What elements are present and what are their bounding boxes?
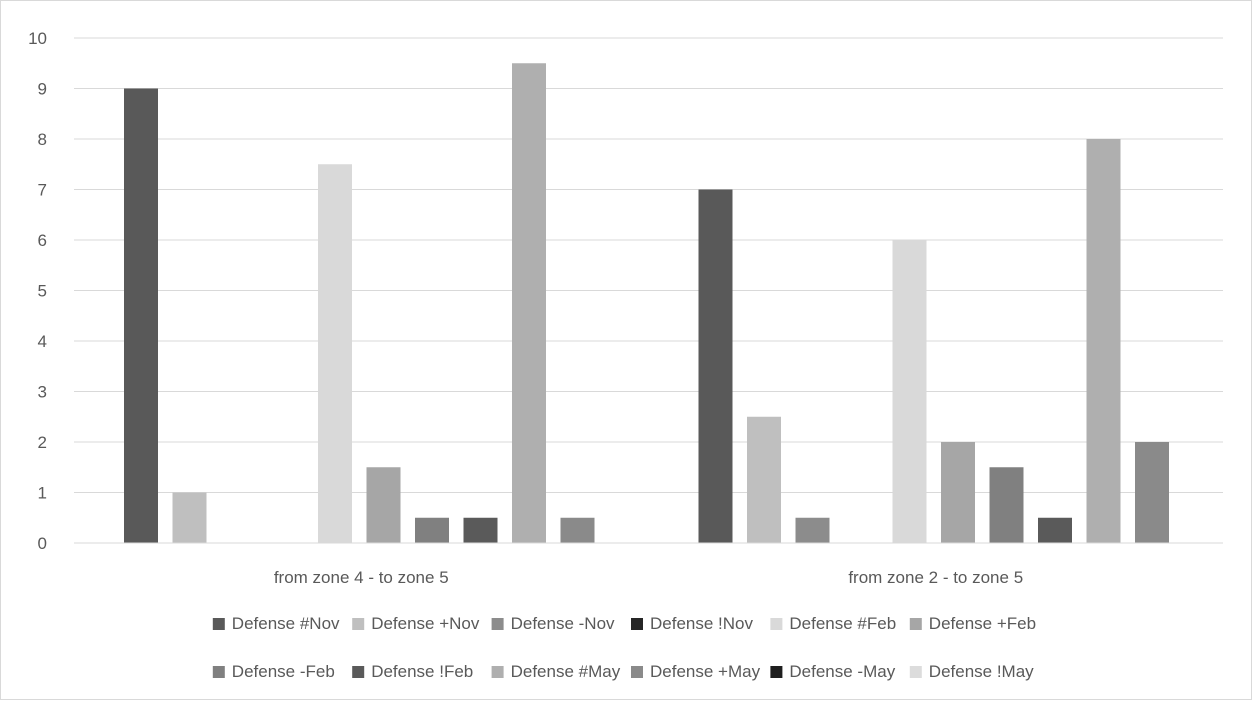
legend-item: Defense #May	[491, 662, 621, 681]
bar	[941, 442, 975, 543]
legend-item: Defense +May	[631, 662, 761, 681]
bar	[560, 517, 595, 543]
bar	[1086, 139, 1121, 543]
legend-swatch	[770, 618, 783, 630]
legend-swatch	[909, 618, 922, 630]
legend-label: Defense #Nov	[232, 614, 340, 633]
legend-label: Defense -May	[789, 662, 895, 681]
bar	[124, 88, 158, 543]
legend-item: Defense -May	[770, 662, 896, 681]
bar	[415, 517, 449, 543]
bar	[318, 164, 352, 543]
legend-item: Defense -Feb	[212, 662, 335, 681]
bar	[698, 189, 733, 543]
legend-label: Defense !Feb	[371, 662, 473, 681]
legend-label: Defense +Feb	[929, 614, 1036, 633]
legend-label: Defense -Feb	[232, 662, 335, 681]
legend-label: Defense !May	[929, 662, 1034, 681]
legend-label: Defense !Nov	[650, 614, 753, 633]
x-tick-label: from zone 2 - to zone 5	[848, 568, 1023, 587]
legend-swatch	[212, 618, 225, 630]
bar	[892, 240, 927, 543]
legend-swatch	[631, 666, 643, 678]
legend-swatch	[352, 666, 365, 678]
legend-swatch	[770, 666, 783, 678]
y-tick-label: 5	[38, 282, 47, 301]
bar	[795, 517, 830, 543]
legend-label: Defense -Nov	[511, 614, 615, 633]
y-tick-label: 4	[38, 332, 47, 351]
legend-item: Defense #Nov	[212, 614, 340, 633]
legend-swatch	[631, 618, 643, 630]
legend-swatch	[491, 666, 504, 678]
y-tick-label: 9	[38, 80, 47, 99]
y-tick-label: 3	[38, 383, 47, 402]
x-axis: from zone 4 - to zone 5 from zone 2 - to …	[74, 542, 1223, 587]
bar	[172, 492, 207, 543]
y-tick-label: 0	[38, 534, 47, 553]
legend-swatch	[491, 618, 504, 630]
y-tick-label: 6	[38, 231, 47, 250]
legend-item: Defense +Feb	[909, 614, 1036, 633]
legend-swatch	[352, 618, 365, 630]
legend-swatch	[909, 666, 922, 678]
bar	[512, 63, 546, 543]
bar	[989, 467, 1024, 543]
bar	[1038, 517, 1072, 543]
bar	[747, 416, 781, 543]
legend-item: Defense +Nov	[352, 614, 480, 633]
legend-label: Defense #May	[511, 662, 621, 681]
legend-label: Defense #Feb	[789, 614, 896, 633]
y-tick-label: 7	[38, 181, 47, 200]
y-tick-label: 10	[28, 29, 47, 48]
y-tick-label: 8	[38, 130, 47, 149]
x-tick-label: from zone 4 - to zone 5	[274, 568, 449, 587]
legend-item: Defense !Feb	[352, 662, 473, 681]
legend-label: Defense +Nov	[371, 614, 480, 633]
legend-swatch	[212, 666, 225, 678]
legend-item: Defense !Nov	[631, 614, 753, 633]
y-tick-label: 2	[38, 433, 47, 452]
bars	[124, 63, 1169, 543]
legend-item: Defense #Feb	[770, 614, 896, 633]
bar	[1135, 442, 1169, 543]
legend-label: Defense +May	[650, 662, 761, 681]
y-axis-tick-labels: 0 1 2 3 4 5 6 7 8 9 10	[28, 29, 47, 553]
legend-item: Defense -Nov	[491, 614, 615, 633]
gridlines	[74, 37, 1223, 493]
bar	[366, 467, 401, 543]
y-tick-label: 1	[38, 484, 47, 503]
legend-item: Defense !May	[909, 662, 1034, 681]
legend: Defense #Nov Defense +Nov Defense -Nov Defe…	[212, 614, 1036, 681]
bar	[463, 517, 498, 543]
